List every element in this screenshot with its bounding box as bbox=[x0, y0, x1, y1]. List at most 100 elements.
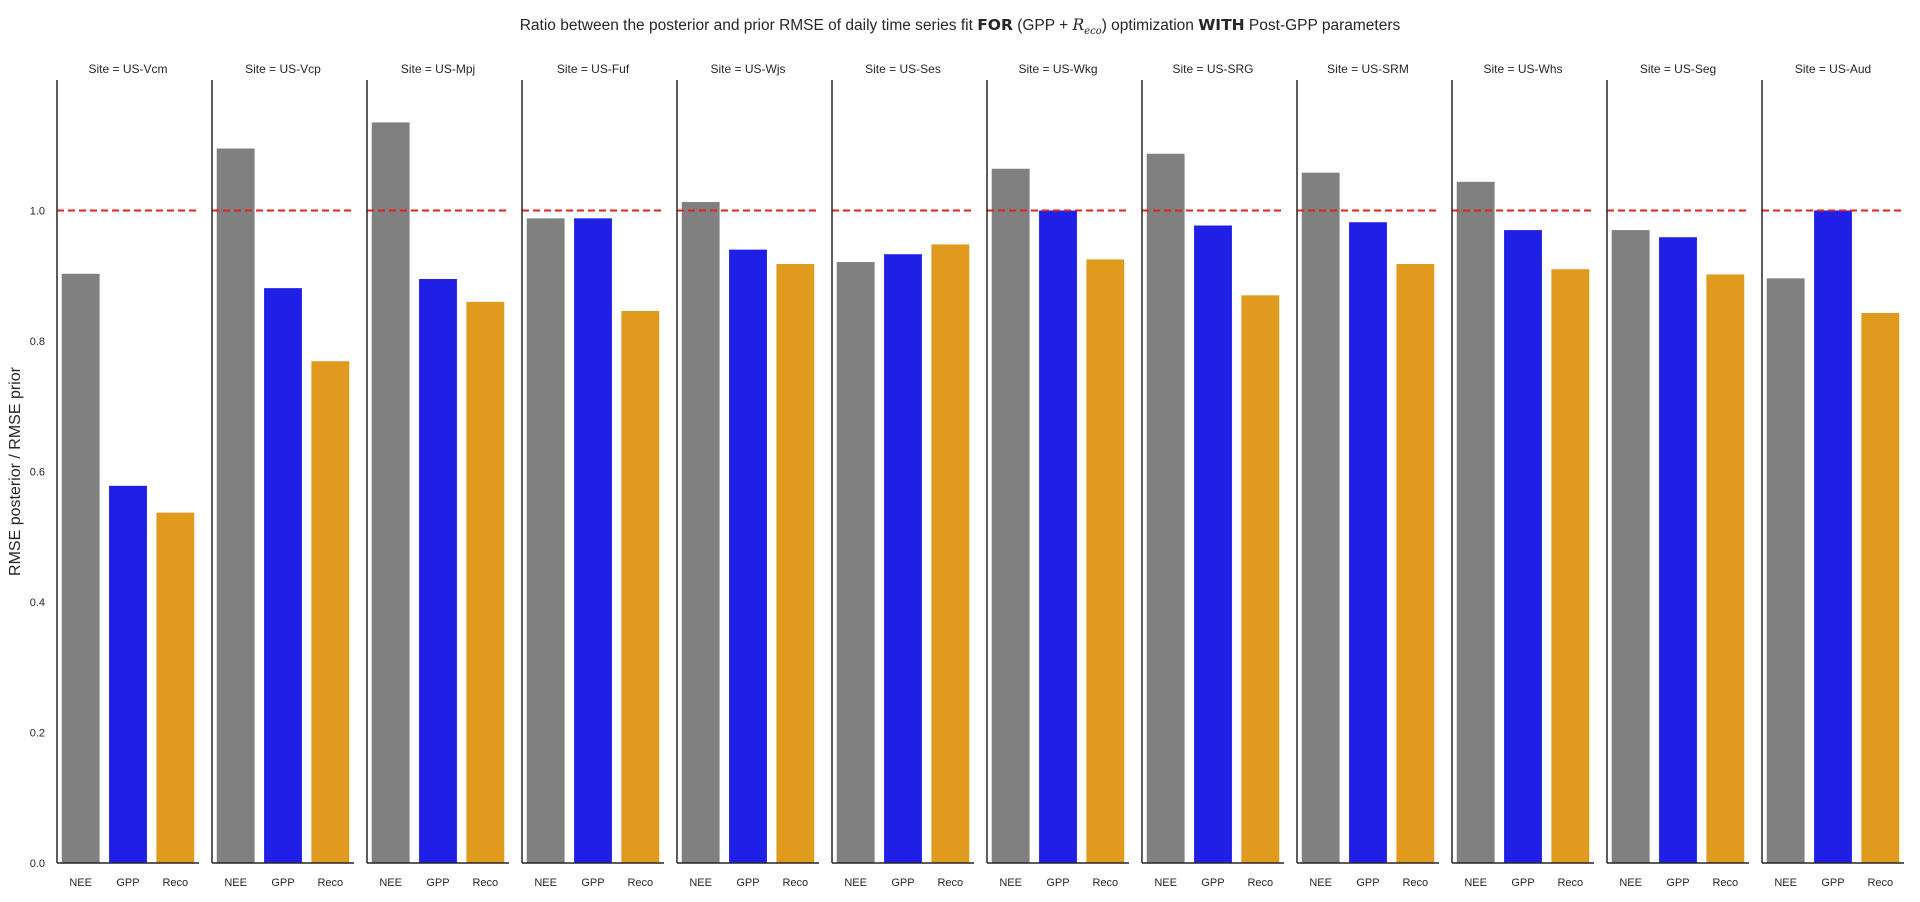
facet-title: Site = US-Vcm bbox=[88, 62, 167, 76]
facet-title: Site = US-SRM bbox=[1327, 62, 1409, 76]
x-tick-label: GPP bbox=[426, 877, 449, 889]
bar-reco bbox=[1551, 269, 1590, 864]
title-mid1: (GPP + bbox=[1012, 17, 1073, 34]
bar-gpp bbox=[1039, 210, 1077, 863]
bar-gpp bbox=[1814, 210, 1852, 863]
x-tick-label: Reco bbox=[1247, 877, 1273, 889]
x-tick-label: NEE bbox=[999, 877, 1022, 889]
bar-gpp bbox=[574, 218, 612, 863]
y-tick-label: 0.4 bbox=[30, 597, 45, 609]
x-tick-label: NEE bbox=[379, 877, 402, 889]
x-tick-label: Reco bbox=[1092, 877, 1118, 889]
x-tick-label: NEE bbox=[1464, 877, 1487, 889]
x-tick-label: NEE bbox=[534, 877, 557, 889]
x-tick-label: Reco bbox=[1402, 877, 1428, 889]
bar-gpp bbox=[1349, 222, 1387, 863]
bar-gpp bbox=[419, 279, 457, 863]
bar-reco bbox=[156, 512, 195, 863]
bar-reco bbox=[311, 361, 350, 863]
x-tick-label: NEE bbox=[1154, 877, 1177, 889]
facet-title: Site = US-Aud bbox=[1795, 62, 1871, 76]
bar-reco bbox=[1706, 274, 1745, 863]
facet-title: Site = US-SRG bbox=[1172, 62, 1253, 76]
x-tick-label: NEE bbox=[1774, 877, 1797, 889]
y-tick-label: 0.2 bbox=[30, 728, 45, 740]
facet-title: Site = US-Fuf bbox=[557, 62, 630, 76]
x-tick-label: Reco bbox=[472, 877, 498, 889]
x-tick-label: NEE bbox=[1619, 877, 1642, 889]
y-tick-label: 0.0 bbox=[30, 858, 45, 870]
bar-reco bbox=[1396, 264, 1435, 863]
bar-nee bbox=[1301, 172, 1340, 863]
x-tick-label: Reco bbox=[317, 877, 343, 889]
bar-gpp bbox=[264, 288, 302, 864]
bar-nee bbox=[836, 262, 875, 863]
bar-nee bbox=[1611, 230, 1650, 863]
bar-nee bbox=[1146, 153, 1185, 864]
x-tick-label: Reco bbox=[162, 877, 188, 889]
bar-gpp bbox=[109, 485, 147, 863]
x-tick-label: GPP bbox=[736, 877, 759, 889]
title-bold-for: FOR bbox=[977, 16, 1013, 34]
x-tick-label: GPP bbox=[581, 877, 604, 889]
x-tick-label: GPP bbox=[1666, 877, 1689, 889]
facet-title: Site = US-Seg bbox=[1640, 62, 1716, 76]
x-tick-label: NEE bbox=[844, 877, 867, 889]
bar-gpp bbox=[1659, 237, 1697, 863]
bar-gpp bbox=[729, 249, 767, 863]
facet-title: Site = US-Vcp bbox=[245, 62, 321, 76]
bar-nee bbox=[526, 218, 565, 863]
facet-title: Site = US-Wjs bbox=[710, 62, 785, 76]
x-tick-label: NEE bbox=[1309, 877, 1332, 889]
bar-nee bbox=[61, 273, 100, 864]
bar-reco bbox=[776, 264, 815, 863]
x-tick-label: NEE bbox=[69, 877, 92, 889]
bar-reco bbox=[621, 310, 660, 863]
x-tick-label: Reco bbox=[937, 877, 963, 889]
y-axis-label: RMSE posterior / RMSE prior bbox=[7, 366, 24, 576]
title-mid2: ) optimization bbox=[1101, 17, 1199, 34]
title-bold-with: WITH bbox=[1198, 16, 1245, 34]
x-tick-label: GPP bbox=[891, 877, 914, 889]
bar-gpp bbox=[884, 254, 922, 863]
bar-nee bbox=[1456, 181, 1495, 864]
y-tick-label: 0.6 bbox=[30, 467, 45, 479]
x-tick-label: Reco bbox=[1557, 877, 1583, 889]
title-sub-eco: eco bbox=[1084, 26, 1102, 38]
x-tick-label: GPP bbox=[271, 877, 294, 889]
bar-reco bbox=[466, 301, 505, 864]
x-tick-label: Reco bbox=[627, 877, 653, 889]
bar-nee bbox=[371, 122, 410, 864]
facet-title: Site = US-Wkg bbox=[1018, 62, 1097, 76]
bar-nee bbox=[991, 168, 1030, 864]
bar-reco bbox=[931, 244, 970, 863]
facet-title: Site = US-Mpj bbox=[401, 62, 475, 76]
bar-nee bbox=[681, 202, 720, 863]
x-tick-label: Reco bbox=[1712, 877, 1738, 889]
x-tick-label: Reco bbox=[1867, 877, 1893, 889]
bar-reco bbox=[1086, 259, 1125, 863]
x-tick-label: GPP bbox=[1821, 877, 1844, 889]
facet-title: Site = US-Ses bbox=[865, 62, 941, 76]
x-tick-label: GPP bbox=[1356, 877, 1379, 889]
x-tick-label: Reco bbox=[782, 877, 808, 889]
y-tick-label: 1.0 bbox=[30, 206, 45, 218]
bar-reco bbox=[1861, 312, 1900, 863]
bar-gpp bbox=[1504, 230, 1542, 863]
bar-reco bbox=[1241, 295, 1280, 863]
x-tick-label: NEE bbox=[224, 877, 247, 889]
title-suffix: Post-GPP parameters bbox=[1244, 17, 1401, 34]
bar-nee bbox=[216, 148, 255, 863]
x-tick-label: NEE bbox=[689, 877, 712, 889]
x-tick-label: GPP bbox=[1511, 877, 1534, 889]
x-tick-label: GPP bbox=[116, 877, 139, 889]
y-tick-label: 0.8 bbox=[30, 336, 45, 348]
x-tick-label: GPP bbox=[1046, 877, 1069, 889]
facet-title: Site = US-Whs bbox=[1483, 62, 1562, 76]
bar-gpp bbox=[1194, 225, 1232, 863]
chart-title: Ratio between the posterior and prior RM… bbox=[0, 16, 1920, 37]
title-r: R bbox=[1072, 16, 1085, 34]
title-prefix: Ratio between the posterior and prior RM… bbox=[519, 17, 978, 34]
bar-nee bbox=[1766, 278, 1805, 863]
